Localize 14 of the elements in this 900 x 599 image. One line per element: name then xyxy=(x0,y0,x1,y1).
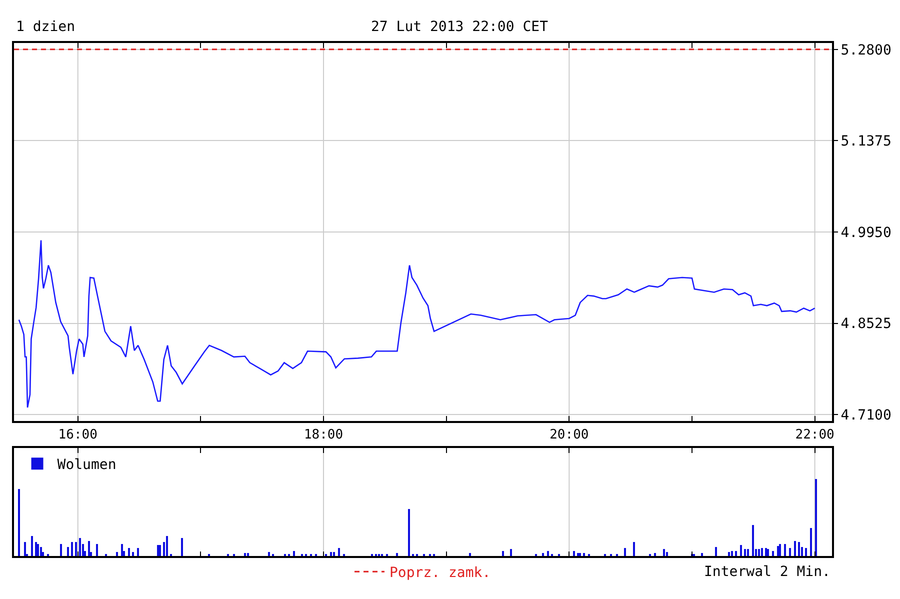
legend-label: Wolumen xyxy=(57,457,116,474)
chart-subtitle: 27 Lut 2013 22:00 CET xyxy=(371,19,549,35)
x-tick-label: 18:00 xyxy=(304,427,344,442)
text: Interwal 2 Min. xyxy=(704,564,830,580)
chart-title: 1 dzien xyxy=(16,19,76,35)
x-tick-label: 20:00 xyxy=(550,427,589,442)
legend-label: Poprz. zamk. xyxy=(390,565,491,582)
x-tick-label: 22:00 xyxy=(795,427,834,442)
x-tick-label: 16:00 xyxy=(58,427,98,442)
y-tick-label: 5.2800 xyxy=(840,42,892,58)
y-tick-label: 5.1375 xyxy=(840,134,892,150)
y-tick-label: 4.8525 xyxy=(840,316,892,332)
y-tick-label: 4.9950 xyxy=(840,224,892,241)
y-tick-label: 4.7100 xyxy=(840,407,892,424)
